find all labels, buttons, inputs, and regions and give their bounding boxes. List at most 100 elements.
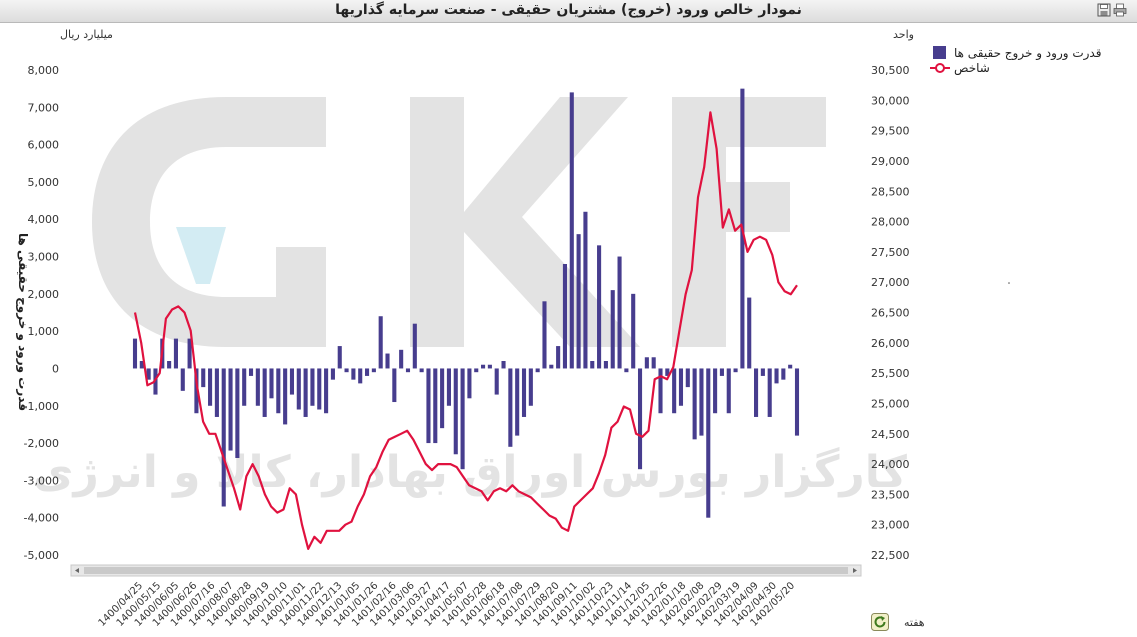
- bar[interactable]: [303, 368, 308, 417]
- bar[interactable]: [760, 368, 765, 376]
- bar[interactable]: [508, 368, 513, 447]
- bar[interactable]: [569, 92, 574, 369]
- bar[interactable]: [699, 368, 704, 436]
- bar[interactable]: [187, 338, 192, 369]
- print-icon[interactable]: [1113, 3, 1127, 17]
- bar[interactable]: [610, 290, 615, 369]
- bar[interactable]: [672, 368, 677, 414]
- bar[interactable]: [201, 368, 206, 388]
- bar[interactable]: [576, 234, 581, 369]
- bar[interactable]: [706, 368, 711, 518]
- bar[interactable]: [153, 368, 158, 395]
- bar[interactable]: [385, 353, 390, 369]
- bar[interactable]: [167, 361, 172, 369]
- bar[interactable]: [644, 357, 649, 369]
- bar[interactable]: [289, 368, 295, 395]
- bar[interactable]: [651, 357, 656, 369]
- bar[interactable]: [412, 323, 417, 369]
- bar[interactable]: [747, 297, 752, 369]
- bar[interactable]: [794, 368, 800, 436]
- bar[interactable]: [719, 368, 724, 376]
- bar[interactable]: [658, 368, 663, 414]
- bar[interactable]: [399, 349, 404, 369]
- bar[interactable]: [556, 346, 561, 369]
- bar[interactable]: [583, 211, 588, 369]
- bar[interactable]: [487, 364, 492, 369]
- bar[interactable]: [235, 368, 240, 458]
- bar[interactable]: [378, 316, 383, 369]
- bar[interactable]: [283, 368, 288, 425]
- bar[interactable]: [733, 368, 738, 373]
- bar[interactable]: [221, 368, 226, 507]
- bar[interactable]: [713, 368, 718, 414]
- bar[interactable]: [528, 368, 533, 406]
- bar[interactable]: [692, 368, 697, 440]
- bar[interactable]: [453, 368, 458, 455]
- bar[interactable]: [754, 368, 759, 417]
- bar[interactable]: [351, 368, 356, 380]
- bar[interactable]: [358, 368, 363, 384]
- bar[interactable]: [344, 368, 349, 373]
- bar[interactable]: [337, 346, 342, 369]
- bar[interactable]: [228, 368, 233, 451]
- bar[interactable]: [631, 293, 636, 369]
- bar[interactable]: [624, 368, 629, 373]
- bar[interactable]: [637, 368, 643, 470]
- bar[interactable]: [214, 368, 219, 417]
- bar[interactable]: [371, 368, 376, 373]
- bar[interactable]: [590, 361, 595, 369]
- bar[interactable]: [781, 368, 786, 380]
- bar[interactable]: [419, 368, 424, 373]
- bar[interactable]: [139, 361, 144, 369]
- bar[interactable]: [460, 368, 465, 470]
- bar[interactable]: [262, 368, 267, 417]
- scroll-right-icon[interactable]: [853, 568, 857, 573]
- bar[interactable]: [515, 368, 520, 436]
- bar[interactable]: [405, 368, 411, 373]
- bar[interactable]: [324, 368, 329, 414]
- bar[interactable]: [194, 368, 199, 414]
- bar[interactable]: [774, 368, 779, 384]
- bar[interactable]: [542, 301, 547, 369]
- bar[interactable]: [269, 368, 274, 399]
- bar[interactable]: [685, 368, 690, 388]
- bar[interactable]: [248, 368, 254, 376]
- bar[interactable]: [180, 368, 185, 391]
- bar[interactable]: [521, 368, 527, 417]
- bar[interactable]: [330, 368, 335, 380]
- bar[interactable]: [467, 368, 472, 399]
- refresh-icon[interactable]: [871, 613, 889, 631]
- scrollbar-thumb[interactable]: [84, 567, 848, 574]
- bar[interactable]: [726, 368, 731, 414]
- bar[interactable]: [549, 364, 554, 369]
- bar[interactable]: [474, 368, 479, 373]
- bar[interactable]: [173, 338, 178, 369]
- bar[interactable]: [364, 368, 370, 376]
- bar[interactable]: [494, 368, 499, 395]
- bar[interactable]: [426, 368, 431, 444]
- bar[interactable]: [208, 368, 213, 406]
- bar[interactable]: [617, 256, 622, 369]
- bar[interactable]: [440, 368, 445, 429]
- bar[interactable]: [767, 368, 772, 417]
- scroll-left-icon[interactable]: [75, 568, 79, 573]
- index-line[interactable]: [133, 111, 798, 551]
- horizontal-scrollbar[interactable]: [70, 564, 862, 577]
- save-icon[interactable]: [1097, 3, 1111, 17]
- bar[interactable]: [535, 368, 540, 373]
- bar[interactable]: [242, 368, 247, 406]
- bar[interactable]: [132, 338, 138, 369]
- bar[interactable]: [597, 245, 602, 369]
- bar[interactable]: [501, 361, 506, 369]
- bar[interactable]: [276, 368, 281, 414]
- bar[interactable]: [392, 368, 397, 403]
- bar[interactable]: [678, 368, 684, 406]
- bar[interactable]: [665, 368, 670, 376]
- bar[interactable]: [296, 368, 301, 410]
- bar[interactable]: [562, 264, 568, 369]
- bar[interactable]: [433, 368, 438, 444]
- bar[interactable]: [481, 364, 486, 369]
- bar[interactable]: [603, 361, 608, 369]
- bar[interactable]: [446, 368, 451, 406]
- bar[interactable]: [310, 368, 315, 406]
